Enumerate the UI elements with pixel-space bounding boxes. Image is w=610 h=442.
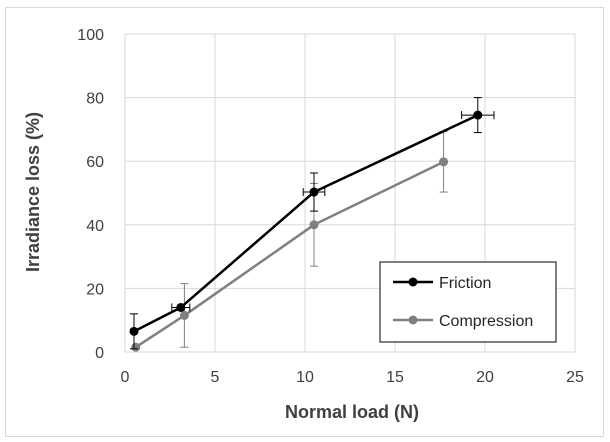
legend-label-friction: Friction [439,275,491,292]
y-tick-label: 100 [77,27,104,44]
axes [124,34,575,353]
legend-marker-friction [408,277,418,287]
data-point [473,110,483,120]
x-axis-title: Normal load (N) [285,402,419,422]
x-tick-label: 10 [296,369,314,386]
legend-box [379,261,557,343]
legend: Friction Compression [379,261,557,343]
data-point [439,157,449,167]
data-point [129,326,139,336]
series-compression [131,131,449,352]
y-tick-label: 80 [86,91,104,108]
x-tick-label: 20 [476,369,494,386]
series-friction [129,97,495,350]
x-tick-label: 25 [566,369,584,386]
x-tick-label: 5 [211,369,220,386]
series-line [133,113,479,333]
y-tick-label: 20 [86,281,104,298]
tick-labels: 0 20 40 60 80 100 0 5 10 15 20 25 [77,27,584,386]
y-tick-label: 60 [86,154,104,171]
y-tick-label: 0 [95,345,104,362]
y-axis-title: Irradiance loss (%) [23,112,43,272]
plot-area [129,97,495,352]
series-line [135,160,445,349]
data-point [179,310,189,320]
y-tick-label: 40 [86,218,104,235]
data-point [309,187,319,197]
x-tick-label: 15 [386,369,404,386]
legend-marker-compression [408,315,418,325]
x-tick-label: 0 [121,369,130,386]
legend-label-compression: Compression [439,313,533,330]
data-point [309,220,319,230]
data-point [131,342,141,352]
data-point [176,302,186,312]
